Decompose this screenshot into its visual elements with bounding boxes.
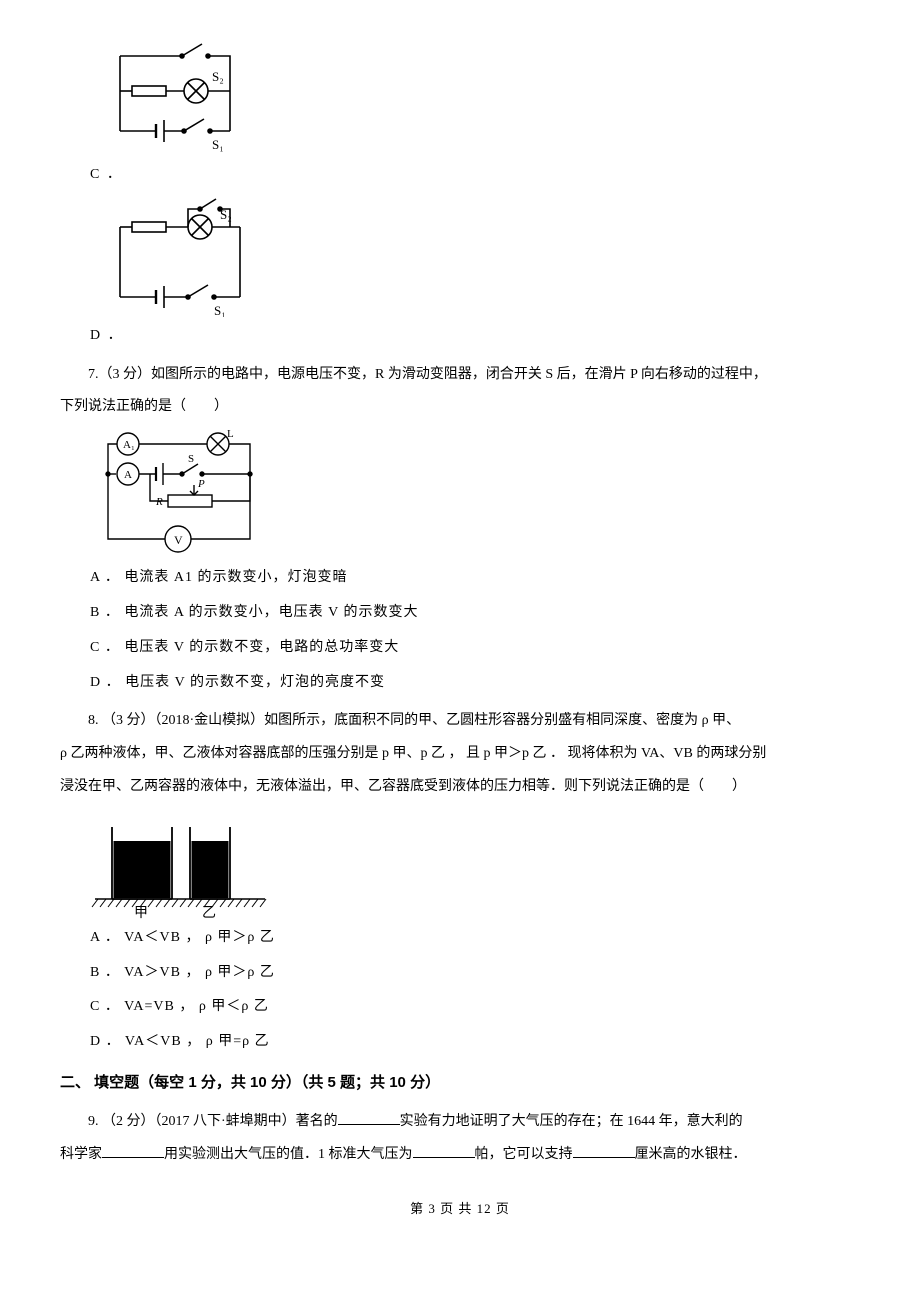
q6-circuit-d-figure: S₂ S₁ [90, 197, 860, 317]
a-label: A [124, 469, 132, 481]
blank-1[interactable] [338, 1110, 400, 1125]
q7-stem-line2: 下列说法正确的是（ ） [60, 392, 860, 423]
q7-circuit-figure: A₁ A L S R P V [90, 429, 860, 559]
q9-part2: 实验有力地证明了大气压的存在；在 1644 年，意大利的 [400, 1114, 743, 1129]
q9-line2: 科学家 用实验测出大气压的值．1 标准大气压为 帕，它可以支持 厘米高的水银柱． [60, 1140, 860, 1171]
yi-label: 乙 [202, 905, 216, 919]
v-label: V [174, 533, 183, 547]
q6-option-c-label: C ． [90, 160, 123, 191]
q9-p3b: 用实验测出大气压的值．1 标准大气压为 [164, 1147, 413, 1162]
q6-circuit-c-figure: S₂ S₁ [90, 36, 860, 156]
q8-containers-figure: 甲 乙 [90, 809, 860, 919]
q9-p3d: 厘米高的水银柱． [635, 1147, 747, 1162]
q8-svg: 甲 乙 [90, 809, 270, 919]
q6-option-d-label: D ． [90, 321, 124, 352]
q8-stem-1: 8. （3 分）（2018·金山模拟）如图所示，底面积不同的甲、乙圆柱形容器分别… [60, 706, 860, 737]
jia-label: 甲 [134, 906, 148, 919]
q8-option-d: D ． VA＜VB ， ρ 甲=ρ 乙 [90, 1027, 860, 1058]
q7-option-b: B ． 电流表 A 的示数变小，电压表 V 的示数变大 [90, 598, 860, 629]
q9-p3c: 帕，它可以支持 [475, 1147, 573, 1162]
a1-label: A₁ [123, 439, 135, 451]
q8-option-a: A ． VA＜VB ， ρ 甲＞ρ 乙 [90, 923, 860, 954]
q7-svg: A₁ A L S R P V [90, 429, 265, 559]
q7-stem-line1: 7.（3 分）如图所示的电路中，电源电压不变，R 为滑动变阻器，闭合开关 S 后… [60, 360, 860, 391]
s2-label-d: S₂ [220, 207, 232, 222]
q8-stem-2: ρ 乙两种液体，甲、乙液体对容器底部的压强分别是 p 甲、p 乙 ， 且 p 甲… [60, 739, 860, 770]
s2-label: S₂ [212, 69, 224, 84]
l-label: L [227, 429, 234, 440]
circuit-d-svg: S₂ S₁ [90, 197, 260, 317]
circuit-c-svg: S₂ S₁ [90, 36, 260, 156]
q7-option-c: C ． 电压表 V 的示数不变，电路的总功率变大 [90, 633, 860, 664]
r-label: R [155, 496, 163, 508]
q7-option-d: D ． 电压表 V 的示数不变，灯泡的亮度不变 [90, 668, 860, 699]
q7-option-a: A ． 电流表 A1 的示数变小，灯泡变暗 [90, 563, 860, 594]
s1-label-d: S₁ [214, 303, 226, 317]
section-2-heading: 二、 填空题（每空 1 分，共 10 分）（共 5 题；共 10 分） [60, 1066, 860, 1099]
q9-part1: 9. （2 分）（2017 八下·蚌埠期中）著名的 [88, 1114, 338, 1129]
q8-option-c: C ． VA=VB ， ρ 甲＜ρ 乙 [90, 992, 860, 1023]
blank-4[interactable] [573, 1142, 635, 1157]
q9-line1: 9. （2 分）（2017 八下·蚌埠期中）著名的 实验有力地证明了大气压的存在；… [60, 1107, 860, 1138]
p-label: P [197, 478, 205, 490]
q8-stem-3: 浸没在甲、乙两容器的液体中，无液体溢出，甲、乙容器底受到液体的压力相等．则下列说… [60, 772, 860, 803]
page-footer: 第 3 页 共 12 页 [60, 1195, 860, 1224]
blank-2[interactable] [102, 1142, 164, 1157]
blank-3[interactable] [413, 1142, 475, 1157]
s1-label: S₁ [212, 137, 224, 152]
s-label: S [188, 453, 194, 465]
q9-p3a: 科学家 [60, 1147, 102, 1162]
q8-option-b: B ． VA＞VB ， ρ 甲＞ρ 乙 [90, 958, 860, 989]
